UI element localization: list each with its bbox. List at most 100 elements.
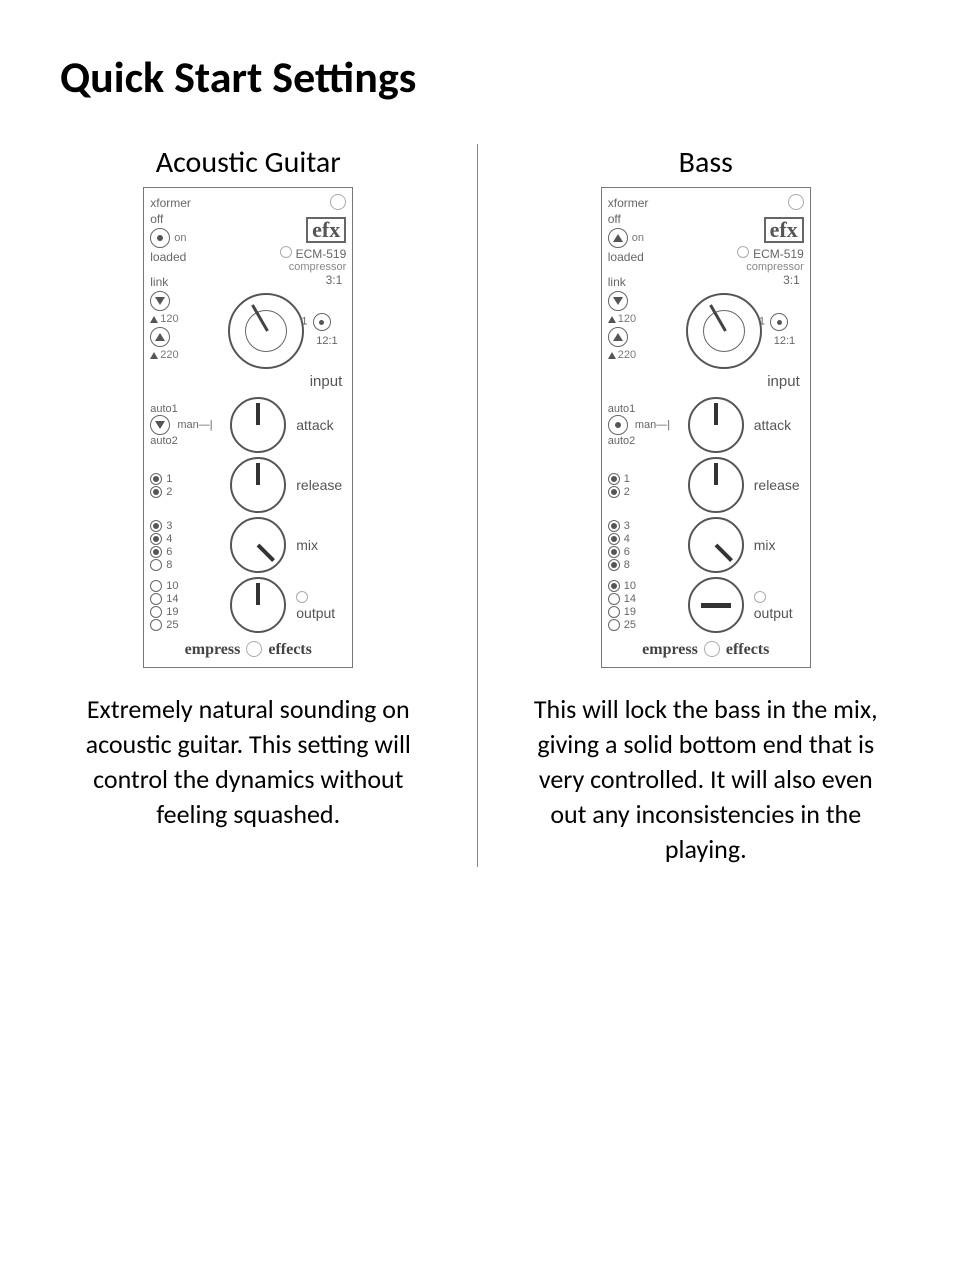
meter-led-4: 4 [150, 533, 224, 545]
ratio-31-label: 3:1 [680, 273, 800, 287]
preset-description: Extremely natural sounding on acoustic g… [60, 692, 437, 832]
ratio-indicator [770, 313, 788, 331]
screw-icon [737, 246, 749, 258]
page-title: Quick Start Settings [60, 50, 894, 104]
off-label: off [150, 212, 224, 226]
output-knob[interactable] [688, 577, 744, 633]
meter-led-25: 25 [150, 619, 224, 631]
link-toggle[interactable] [608, 291, 628, 311]
brand-left: empress [185, 641, 241, 659]
auto1-label: auto1 [150, 403, 224, 415]
on-label: on [632, 232, 644, 244]
meter-led-2: 2 [150, 486, 224, 498]
screw-icon [280, 246, 292, 258]
meter-led-1: 1 [150, 473, 224, 485]
screw-icon [296, 591, 308, 603]
auto2-label: auto2 [150, 435, 224, 447]
meter-led-25: 25 [608, 619, 682, 631]
hp220-label: 220 [618, 349, 636, 361]
input-label: input [767, 373, 800, 390]
meter-led-3: 3 [608, 520, 682, 532]
screw-icon [704, 641, 720, 657]
output-label: output [296, 605, 335, 621]
ratio-121-label: 12:1 [774, 335, 795, 347]
release-knob[interactable] [230, 457, 286, 513]
column-divider [477, 144, 478, 867]
hp120-label: 120 [160, 313, 178, 325]
output-knob[interactable] [230, 577, 286, 633]
xformer-toggle[interactable] [150, 228, 170, 248]
subtitle-label: compressor [224, 261, 346, 273]
attack-label: attack [292, 417, 346, 433]
module-bass: xformer off on loaded efx ECM-519compressorli… [601, 187, 811, 668]
brand-right: effects [726, 641, 770, 659]
meter-led-14: 14 [608, 593, 682, 605]
attack-knob[interactable] [230, 397, 286, 453]
ratio-indicator [313, 313, 331, 331]
subtitle-label: compressor [682, 261, 804, 273]
model-label: ECM-519 [753, 247, 804, 261]
hp220-label: 220 [160, 349, 178, 361]
release-knob[interactable] [688, 457, 744, 513]
screw-icon [754, 591, 766, 603]
ratio-121-label: 12:1 [316, 335, 337, 347]
meter-led-10: 10 [608, 580, 682, 592]
output-label: output [754, 605, 793, 621]
meter-led-6: 6 [150, 546, 224, 558]
auto-toggle[interactable] [608, 415, 628, 435]
screw-icon [788, 194, 804, 210]
meter-led-19: 19 [150, 606, 224, 618]
hp-toggle[interactable] [150, 327, 170, 347]
release-label: release [750, 477, 804, 493]
link-label: link [608, 275, 682, 289]
columns-container: Acoustic Guitar xformer off on loaded efx ECM… [60, 144, 894, 867]
off-label: off [608, 212, 682, 226]
preset-title: Bass [679, 144, 733, 181]
auto1-label: auto1 [608, 403, 682, 415]
xformer-label: xformer [608, 196, 682, 210]
meter-led-2: 2 [608, 486, 682, 498]
on-label: on [174, 232, 186, 244]
input-knob[interactable] [228, 293, 304, 369]
hp120-label: 120 [618, 313, 636, 325]
meter-led-14: 14 [150, 593, 224, 605]
input-knob[interactable] [686, 293, 762, 369]
mix-knob[interactable] [688, 517, 744, 573]
meter-led-19: 19 [608, 606, 682, 618]
efx-logo: efx [306, 217, 346, 243]
efx-logo: efx [764, 217, 804, 243]
meter-led-4: 4 [608, 533, 682, 545]
ratio-31-label: 3:1 [222, 273, 342, 287]
man-label: man [635, 419, 656, 431]
hp-toggle[interactable] [608, 327, 628, 347]
preset-description: This will lock the bass in the mix, givi… [518, 692, 895, 867]
meter-led-1: 1 [608, 473, 682, 485]
module-acoustic: xformer off on loaded efx ECM-519compressorli… [143, 187, 353, 668]
mix-label: mix [292, 537, 346, 553]
meter-led-10: 10 [150, 580, 224, 592]
loaded-label: loaded [608, 250, 682, 264]
model-label: ECM-519 [296, 247, 347, 261]
auto2-label: auto2 [608, 435, 682, 447]
link-toggle[interactable] [150, 291, 170, 311]
brand-left: empress [642, 641, 698, 659]
release-label: release [292, 477, 346, 493]
auto-toggle[interactable] [150, 415, 170, 435]
preset-title: Acoustic Guitar [156, 144, 341, 181]
xformer-label: xformer [150, 196, 224, 210]
loaded-label: loaded [150, 250, 224, 264]
xformer-toggle[interactable] [608, 228, 628, 248]
meter-led-6: 6 [608, 546, 682, 558]
preset-acoustic-guitar: Acoustic Guitar xformer off on loaded efx ECM… [60, 144, 437, 867]
attack-knob[interactable] [688, 397, 744, 453]
mix-knob[interactable] [230, 517, 286, 573]
input-label: input [310, 373, 343, 390]
meter-led-8: 8 [608, 559, 682, 571]
link-label: link [150, 275, 224, 289]
meter-led-3: 3 [150, 520, 224, 532]
preset-bass: Bass xformer off on loaded efx ECM-519compres… [518, 144, 895, 867]
meter-led-8: 8 [150, 559, 224, 571]
brand-right: effects [268, 641, 312, 659]
attack-label: attack [750, 417, 804, 433]
mix-label: mix [750, 537, 804, 553]
